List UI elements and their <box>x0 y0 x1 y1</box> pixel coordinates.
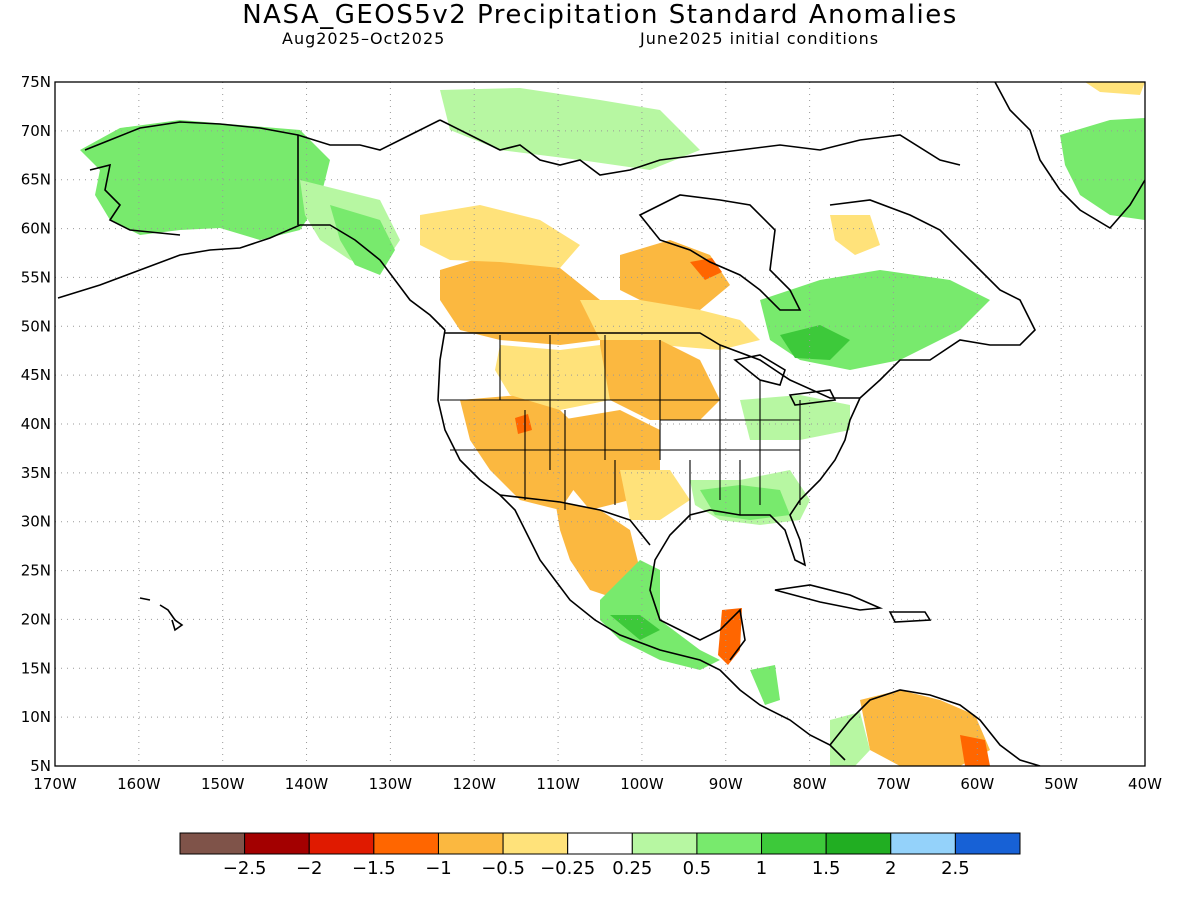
anomaly-fields <box>80 82 1145 766</box>
lon-tick-label: 60W <box>960 775 994 793</box>
lat-tick-label: 60N <box>21 220 51 238</box>
border-us-canada <box>445 332 860 399</box>
coastline-hawaii <box>139 597 184 632</box>
colorbar-swatch <box>437 832 504 855</box>
anomaly-region-yucatan-dry <box>718 608 742 665</box>
map-title: NASA_GEOS5v2 Precipitation Standard Anom… <box>242 0 958 30</box>
anomaly-region-mexico-dry <box>555 500 640 600</box>
map-frame <box>54 81 1146 767</box>
lat-tick-label: 70N <box>21 122 51 140</box>
border-us-mexico <box>499 494 651 546</box>
colorbar-label: 2.5 <box>941 858 970 879</box>
lat-tick-label: 45N <box>21 366 51 384</box>
anomaly-region-mexico-slight <box>620 470 690 520</box>
lat-tick-label: 20N <box>21 610 51 628</box>
lat-tick-label: 50N <box>21 317 51 335</box>
lon-tick-label: 130W <box>369 775 413 793</box>
anomaly-region-ontario-dry <box>580 300 760 350</box>
colorbar-label: 2 <box>885 858 896 879</box>
lat-tick-label: 65N <box>21 171 51 189</box>
colorbar-label: 1.5 <box>812 858 841 879</box>
colorbar-label: −2.5 <box>223 858 267 879</box>
lon-tick-label: 170W <box>33 775 77 793</box>
lat-tick-label: 10N <box>21 708 51 726</box>
colorbar-swatch <box>244 832 310 855</box>
colorbar-label: −0.5 <box>481 858 525 879</box>
lat-tick-label: 5N <box>30 757 51 775</box>
lon-tick-label: 160W <box>117 775 161 793</box>
anomaly-region-mexico-strong-wet <box>610 615 660 640</box>
colorbar-swatch <box>825 832 892 855</box>
anomaly-region-sa-wet <box>830 712 870 766</box>
colorbar-label: −2 <box>296 858 323 879</box>
coastline-gulf <box>649 397 861 661</box>
lat-tick-label: 25N <box>21 562 51 580</box>
colorbar-label: −1 <box>425 858 452 879</box>
longitude-tick-labels: 170W 160W 150W 140W 130W 120W 110W 100W 90W 80W 70… <box>33 775 1162 793</box>
coastline-cuba <box>774 584 884 611</box>
coastlines <box>57 82 1145 766</box>
lat-tick-label: 40N <box>21 415 51 433</box>
lat-tick-label: 75N <box>21 73 51 91</box>
coastline-hispaniola <box>888 611 932 623</box>
lon-tick-label: 140W <box>285 775 329 793</box>
colorbar-swatch <box>373 832 439 855</box>
anomaly-region-sa-dry <box>860 690 990 766</box>
coastline-south-america <box>829 689 1041 766</box>
lon-tick-label: 110W <box>536 775 580 793</box>
colorbar-label: −0.25 <box>540 858 595 879</box>
lat-tick-label: 55N <box>21 268 51 286</box>
anomaly-region-prairies <box>440 255 600 345</box>
colorbar-swatch <box>567 832 633 855</box>
colorbar-swatch <box>954 832 1021 855</box>
colorbar-swatch <box>761 832 827 855</box>
anomaly-region-greenland-dry <box>1085 82 1145 95</box>
colorbar-swatch <box>179 832 246 855</box>
colorbar-label: −1.5 <box>352 858 396 879</box>
anomaly-region-nw-canada <box>420 205 580 268</box>
lon-tick-label: 90W <box>709 775 743 793</box>
colorbar-swatch <box>890 832 956 855</box>
lon-tick-label: 80W <box>793 775 827 793</box>
colorbar-swatch <box>696 832 763 855</box>
colorbar: −2.5 −2 −1.5 −1 −0.5 −0.25 0.25 0.5 1 1.5 2 2.5 <box>179 832 1021 879</box>
graticule-grid <box>55 82 1145 766</box>
coastline-canada-north <box>439 119 961 176</box>
colorbar-label: 1 <box>756 858 767 879</box>
lon-tick-label: 150W <box>201 775 245 793</box>
lat-tick-label: 30N <box>21 513 51 531</box>
state-borders <box>440 335 801 520</box>
anomaly-region-plains-slight <box>495 345 610 410</box>
coastline-hudson-bay <box>638 194 802 311</box>
lon-tick-label: 70W <box>877 775 911 793</box>
colorbar-swatch <box>502 832 569 855</box>
great-lakes <box>733 354 837 406</box>
colorbar-label: 0.25 <box>612 858 652 879</box>
latitude-tick-labels: 5N 10N 15N 20N 25N 30N 35N 40N 45N 50N 55N 60N 65N 70… <box>21 73 51 775</box>
lon-tick-label: 120W <box>452 775 496 793</box>
anomaly-region-sa-strong <box>960 735 990 766</box>
coastline-labrador <box>829 199 1036 399</box>
anomaly-region-greenland <box>1060 118 1145 220</box>
lon-tick-label: 50W <box>1044 775 1078 793</box>
lat-tick-label: 35N <box>21 464 51 482</box>
colorbar-swatch <box>308 832 375 855</box>
anomaly-region-arctic-wet <box>440 88 700 170</box>
lat-tick-label: 15N <box>21 659 51 677</box>
lon-tick-label: 100W <box>620 775 664 793</box>
anomaly-region-northeast-wet <box>740 395 850 440</box>
coastline-greenland <box>994 82 1145 230</box>
anomaly-region-central-america-wet <box>750 665 780 705</box>
anomaly-region-labrador-dry <box>830 215 880 255</box>
anomaly-region-quebec-strong <box>780 325 850 360</box>
anomaly-region-mexico-wet <box>600 560 720 670</box>
lon-tick-label: 40W <box>1128 775 1162 793</box>
anomaly-region-gulf-wet <box>700 485 790 520</box>
anomaly-region-bc-wet <box>330 205 395 275</box>
initial-conditions: June2025 initial conditions <box>640 29 880 48</box>
colorbar-swatch <box>631 832 698 855</box>
forecast-period: Aug2025–Oct2025 <box>282 29 446 48</box>
colorbar-label: 0.5 <box>683 858 712 879</box>
